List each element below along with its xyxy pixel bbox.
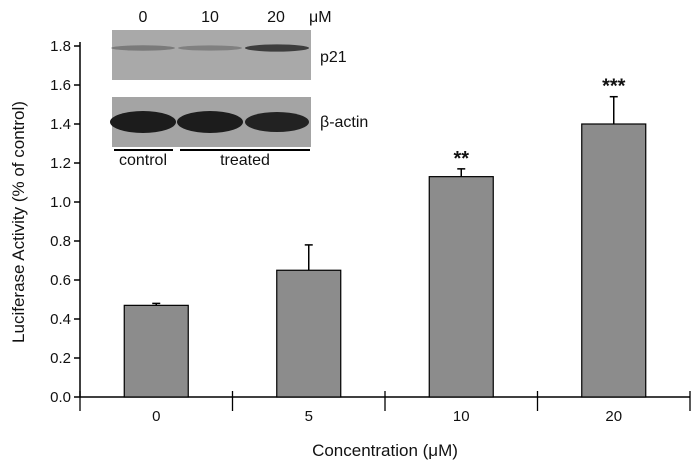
y-tick-label: 1.6 [50,77,71,94]
actin-band [110,111,176,133]
p21-band [111,45,175,51]
actin-band [177,111,243,133]
y-tick-label: 0.0 [50,389,71,406]
x-tick-label: 5 [305,408,313,425]
y-tick-label: 1.2 [50,155,71,172]
y-tick-label: 1.8 [50,38,71,55]
y-tick-label: 0.2 [50,350,71,367]
bar [581,123,647,398]
lane-label-20: 20 [267,9,285,26]
p21-band [245,44,309,52]
western-blot-inset: 0 10 20 μM p21 β-actin control treated [110,9,368,169]
y-axis-label: Luciferase Activity (% of control) [9,101,28,343]
bar [428,176,494,398]
actin-label: β-actin [320,114,368,131]
x-tick-label: 10 [453,408,470,425]
p21-label: p21 [320,49,347,66]
treated-label: treated [220,152,270,169]
p21-band [178,45,242,51]
p21-blot [112,30,311,80]
x-axis-label: Concentration (μM) [312,441,458,460]
p21-bands [111,44,309,52]
bar [276,269,342,398]
y-tick-label: 1.4 [50,116,71,133]
x-tick-label: 20 [605,408,622,425]
bars: ***** [123,76,647,398]
control-label: control [119,152,167,169]
significance-marker: ** [453,148,469,170]
y-tick-label: 0.6 [50,272,71,289]
actin-band [245,112,309,132]
lane-label-10: 10 [201,9,219,26]
bar [123,304,189,398]
y-tick-label: 0.4 [50,311,71,328]
y-tick-label: 1.0 [50,194,71,211]
lane-label-0: 0 [139,9,148,26]
unit-label: μM [309,9,332,26]
x-tick-label: 0 [152,408,160,425]
significance-marker: *** [602,76,626,98]
y-tick-label: 0.8 [50,233,71,250]
